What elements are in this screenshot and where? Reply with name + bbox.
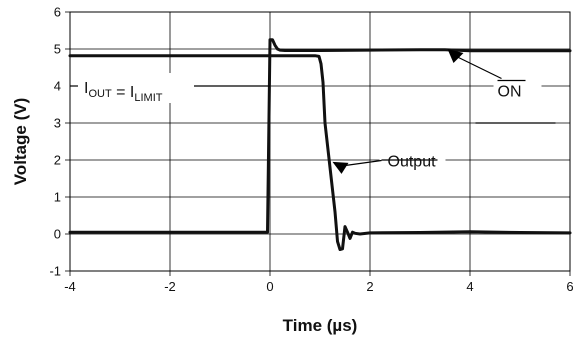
y-tick-label: 1 xyxy=(54,190,61,205)
label-part: = xyxy=(112,84,130,101)
x-axis-label: Time (µs) xyxy=(283,316,358,335)
output-label: Output xyxy=(388,154,437,171)
y-tick-label: 3 xyxy=(54,116,61,131)
on-label-bg xyxy=(493,74,542,107)
label-part: I xyxy=(84,80,88,97)
output-label-bg xyxy=(379,148,446,175)
output-arrowhead xyxy=(332,161,349,174)
y-tick-label: 0 xyxy=(54,227,61,242)
subscript: LIMIT xyxy=(134,92,162,104)
y-tick-label: 4 xyxy=(54,79,61,94)
x-tick-label: 2 xyxy=(366,279,373,294)
series-layer xyxy=(68,38,572,251)
series-on xyxy=(68,38,572,234)
limit-label-bg xyxy=(62,73,198,103)
on-arrowhead xyxy=(447,49,464,63)
y-tick-label: 5 xyxy=(54,42,61,57)
x-tick-label: -4 xyxy=(64,279,76,294)
y-tick-label: 6 xyxy=(54,5,61,20)
x-tick-label: 6 xyxy=(566,279,573,294)
x-tick-label: -2 xyxy=(164,279,176,294)
output-arrow-line xyxy=(342,159,382,167)
limit-annotation: IOUT = ILIMIT xyxy=(84,80,163,104)
y-axis-label: Voltage (V) xyxy=(11,98,30,186)
on-arrow-line xyxy=(457,56,502,80)
x-tick-label: 4 xyxy=(466,279,473,294)
tick-labels: -1 0 1 2 3 4 5 6 -4 -2 0 2 4 6 xyxy=(49,5,573,295)
on-label: ON xyxy=(498,84,522,101)
x-tick-label: 0 xyxy=(266,279,273,294)
y-tick-label: -1 xyxy=(49,264,61,279)
label-part: I xyxy=(130,84,134,101)
y-tick-label: 2 xyxy=(54,153,61,168)
plot-frame xyxy=(69,11,571,272)
series-output xyxy=(68,54,572,251)
subscript: OUT xyxy=(88,88,112,100)
